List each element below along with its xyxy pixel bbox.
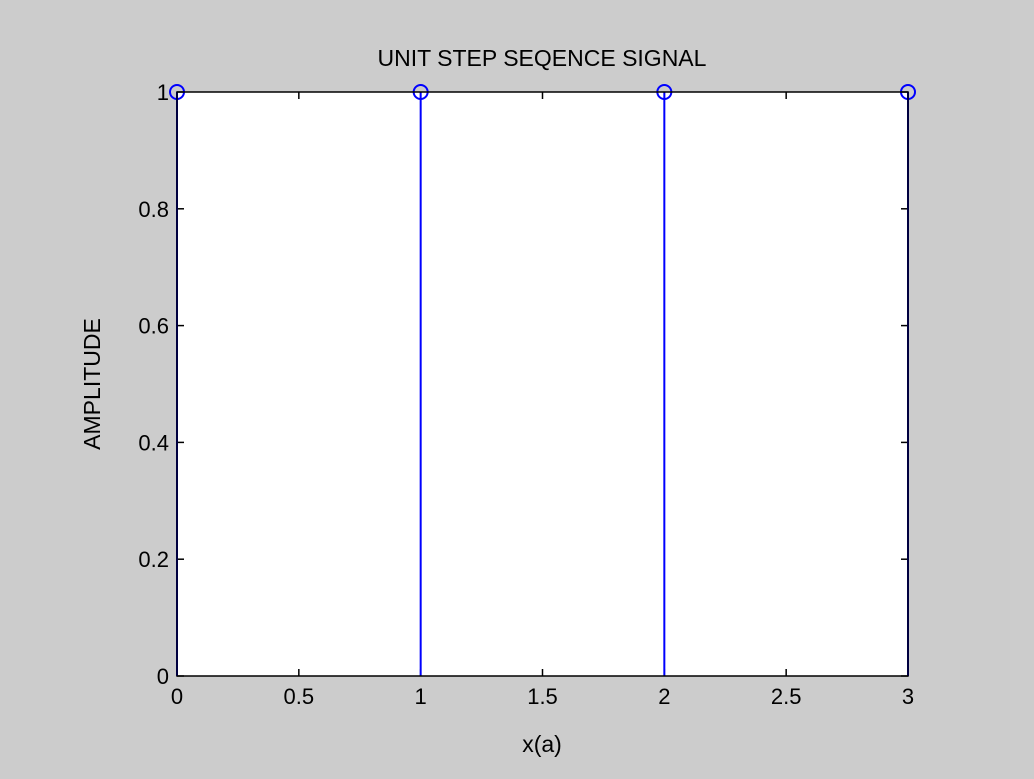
x-tick-label: 0: [171, 684, 183, 709]
y-axis-label: AMPLITUDE: [79, 318, 105, 450]
y-tick-label: 0: [157, 664, 169, 689]
x-tick-label: 0.5: [284, 684, 315, 709]
x-tick-label: 2.5: [771, 684, 802, 709]
y-tick-label: 0.2: [138, 547, 169, 572]
chart-title: UNIT STEP SEQENCE SIGNAL: [378, 45, 707, 71]
plot-area: [177, 92, 908, 676]
x-axis-label: x(a): [522, 731, 562, 757]
x-tick-label: 2: [658, 684, 670, 709]
y-tick-label: 0.8: [138, 197, 169, 222]
x-tick-label: 3: [902, 684, 914, 709]
y-tick-label: 1: [157, 80, 169, 105]
x-tick-label: 1: [415, 684, 427, 709]
x-tick-label: 1.5: [527, 684, 558, 709]
x-tick-labels: 0 0.5 1 1.5 2 2.5 3: [171, 684, 914, 709]
y-tick-labels: 0 0.2 0.4 0.6 0.8 1: [138, 80, 169, 689]
y-tick-label: 0.6: [138, 314, 169, 339]
y-tick-label: 0.4: [138, 430, 169, 455]
axes-box: [176, 91, 909, 677]
